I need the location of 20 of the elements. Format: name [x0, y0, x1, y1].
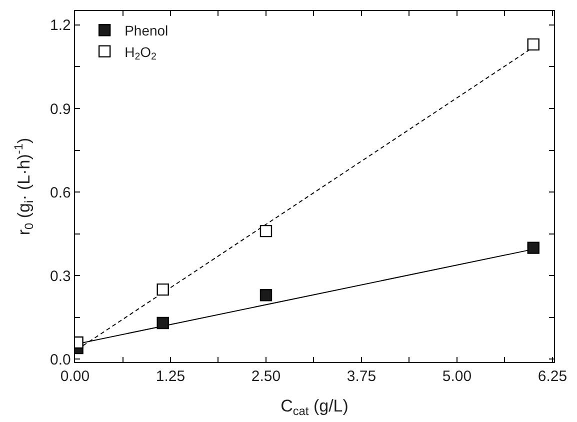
y-tick-label: 0.0 [50, 351, 71, 368]
x-tick-label: 1.25 [156, 368, 186, 386]
point [156, 316, 169, 330]
x-tick-label: 6.25 [538, 368, 568, 386]
y-tick-label: 0.9 [50, 100, 71, 118]
point [260, 289, 272, 302]
point [156, 283, 169, 296]
x-tick-label: 2.50 [251, 368, 281, 386]
point [527, 242, 540, 254]
x-axis-title: C$_{cat}$ (g/L) [280, 396, 348, 418]
point [527, 38, 540, 51]
y-tick-label: 0.6 [50, 184, 71, 202]
point [260, 224, 272, 238]
text: 0.00 [60, 368, 90, 386]
x-tick-label: 3.75 [346, 368, 376, 386]
legend-label: Phenol [124, 22, 168, 39]
y-tick-label: 0.3 [50, 268, 71, 285]
x-tick-label: 5.00 [442, 368, 472, 386]
y-tick-label: 1.2 [50, 17, 71, 34]
legend-label: H$_{2}$O$_{2}$ [124, 44, 156, 63]
